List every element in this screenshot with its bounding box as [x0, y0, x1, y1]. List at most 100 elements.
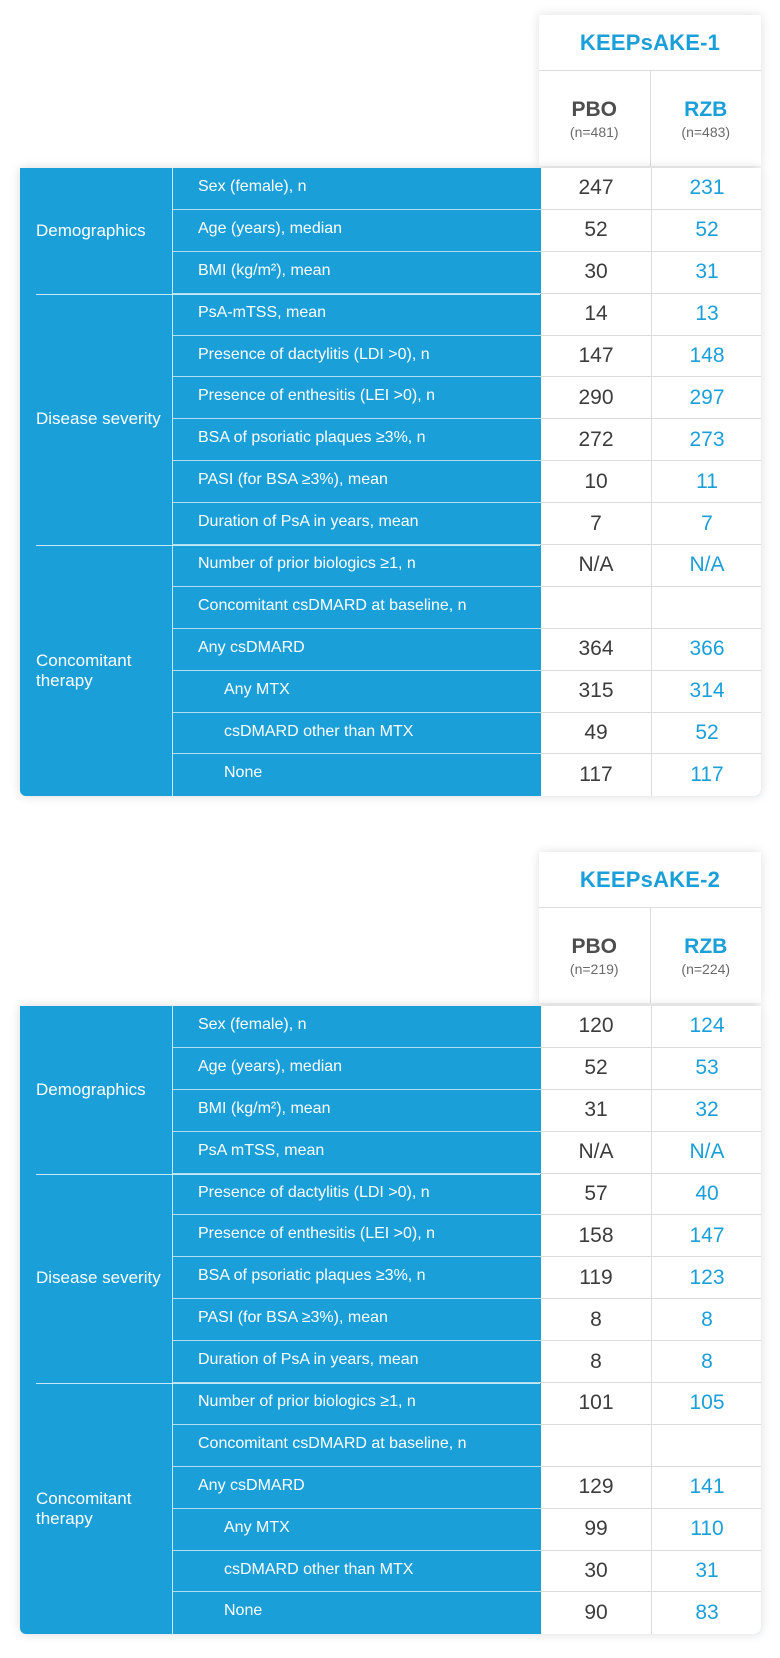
table-row: BMI (kg/m²), mean 30 31	[173, 251, 761, 294]
rzb-value: 366	[651, 628, 761, 671]
rzb-value: 148	[651, 335, 761, 378]
arm-name: RZB	[684, 97, 728, 121]
group-title: Concomitant therapy	[20, 545, 173, 797]
row-label: None	[224, 1602, 263, 1620]
pbo-value: 247	[541, 168, 651, 210]
row-label: PsA mTSS, mean	[173, 1132, 541, 1174]
group-title: Disease severity	[20, 1173, 173, 1384]
pbo-value: 8	[541, 1341, 651, 1384]
baseline-table-1: Demographics Sex (female), n 247 231 Age (ye…	[20, 168, 761, 797]
pbo-value: 158	[541, 1215, 651, 1258]
pbo-value: 52	[541, 1047, 651, 1090]
row-label: Duration of PsA in years, mean	[173, 1341, 541, 1384]
group-demographics: Demographics Sex (female), n 247 231 Age (ye…	[20, 168, 761, 294]
rzb-value: 117	[651, 754, 761, 797]
group-concomitant-therapy: Concomitant therapy Number of prior biolo…	[20, 1383, 761, 1635]
arm-pbo: PBO (n=219)	[539, 908, 650, 1003]
arm-sample-size: (n=224)	[681, 960, 731, 977]
table-row: BSA of psoriatic plaques ≥3%, n 272 273	[173, 419, 761, 462]
group-title: Disease severity	[20, 293, 173, 546]
group-rows: Sex (female), n 120 124 Age (years), median…	[173, 1006, 761, 1174]
study-title: KEEPsAKE-1	[539, 15, 761, 71]
table-row: csDMARD other than MTX 30 31	[173, 1550, 761, 1593]
arm-sample-size: (n=219)	[569, 960, 619, 977]
arm-name: PBO	[571, 934, 617, 958]
rzb-value: N/A	[651, 1131, 761, 1174]
group-rows: Number of prior biologics ≥1, n N/A N/A Con…	[173, 545, 761, 797]
table-row: Concomitant csDMARD at baseline, n	[173, 586, 761, 629]
rzb-value: 40	[651, 1173, 761, 1216]
pbo-value: 290	[541, 377, 651, 420]
rzb-value: 52	[651, 712, 761, 755]
rzb-value: 123	[651, 1257, 761, 1300]
table-row: BMI (kg/m²), mean 31 32	[173, 1089, 761, 1132]
pbo-value: 14	[541, 293, 651, 336]
pbo-value: 272	[541, 419, 651, 462]
rzb-value: 141	[651, 1466, 761, 1509]
pbo-value: 52	[541, 209, 651, 252]
treatment-arms: PBO (n=481) RZB (n=483)	[539, 71, 761, 166]
rzb-value: 53	[651, 1047, 761, 1090]
pbo-value: N/A	[541, 1131, 651, 1174]
group-concomitant-therapy: Concomitant therapy Number of prior biolo…	[20, 545, 761, 797]
pbo-value: 315	[541, 670, 651, 713]
row-label: Presence of dactylitis (LDI >0), n	[173, 1174, 541, 1216]
group-rows: Sex (female), n 247 231 Age (years), median…	[173, 168, 761, 294]
table-row: Age (years), median 52 52	[173, 209, 761, 252]
group-rows: PsA-mTSS, mean 14 13 Presence of dactylitis…	[173, 293, 761, 546]
row-label: PASI (for BSA ≥3%), mean	[173, 1299, 541, 1342]
group-demographics: Demographics Sex (female), n 120 124 Age (ye…	[20, 1006, 761, 1174]
row-label: Presence of enthesitis (LEI >0), n	[173, 377, 541, 420]
row-label: PsA-mTSS, mean	[173, 294, 541, 336]
pbo-value: 49	[541, 712, 651, 755]
table-row: BSA of psoriatic plaques ≥3%, n 119 123	[173, 1257, 761, 1300]
group-disease-severity: Disease severity PsA-mTSS, mean 14 13 Presen…	[20, 293, 761, 546]
table-row: Presence of enthesitis (LEI >0), n 158 147	[173, 1215, 761, 1258]
table-row: PsA-mTSS, mean 14 13	[173, 293, 761, 336]
rzb-value: 8	[651, 1299, 761, 1342]
group-title-text: Demographics	[36, 220, 146, 240]
rzb-value: 231	[651, 168, 761, 210]
row-label: Presence of enthesitis (LEI >0), n	[173, 1215, 541, 1258]
study-title: KEEPsAKE-2	[539, 852, 761, 908]
table-row: csDMARD other than MTX 49 52	[173, 712, 761, 755]
row-label: Presence of dactylitis (LDI >0), n	[173, 336, 541, 378]
pbo-value: 57	[541, 1173, 651, 1216]
group-title-text: Demographics	[36, 1079, 146, 1099]
rzb-value: 8	[651, 1341, 761, 1384]
pbo-value: 30	[541, 1550, 651, 1593]
row-label: Number of prior biologics ≥1, n	[173, 545, 541, 587]
pbo-value: 30	[541, 251, 651, 294]
pbo-value	[541, 1424, 651, 1467]
rzb-value: 110	[651, 1508, 761, 1551]
group-rows: Presence of dactylitis (LDI >0), n 57 40 Pr…	[173, 1173, 761, 1384]
row-label: Age (years), median	[173, 210, 541, 252]
row-label: Sex (female), n	[173, 1006, 541, 1048]
rzb-value: 105	[651, 1383, 761, 1425]
rzb-value: 147	[651, 1215, 761, 1258]
row-label: Concomitant csDMARD at baseline, n	[173, 587, 541, 629]
table-row: Sex (female), n 120 124	[173, 1006, 761, 1048]
row-label: BMI (kg/m²), mean	[173, 1090, 541, 1132]
table-row: Age (years), median 52 53	[173, 1047, 761, 1090]
pbo-value: 10	[541, 461, 651, 504]
table-row: Presence of enthesitis (LEI >0), n 290 297	[173, 377, 761, 420]
pbo-value: 120	[541, 1006, 651, 1048]
pbo-value: 119	[541, 1257, 651, 1300]
rzb-value: 52	[651, 209, 761, 252]
arm-sample-size: (n=483)	[681, 123, 731, 140]
row-label: Number of prior biologics ≥1, n	[173, 1383, 541, 1425]
rzb-value: 31	[651, 1550, 761, 1593]
table-row: PASI (for BSA ≥3%), mean 8 8	[173, 1299, 761, 1342]
rzb-value	[651, 1424, 761, 1467]
row-label: Any csDMARD	[173, 1467, 541, 1509]
pbo-value: 117	[541, 754, 651, 797]
table-row: Duration of PsA in years, mean 8 8	[173, 1341, 761, 1384]
pbo-value: 99	[541, 1508, 651, 1551]
arm-rzb: RZB (n=483)	[649, 71, 762, 166]
row-label: Age (years), median	[173, 1048, 541, 1090]
arm-pbo: PBO (n=481)	[539, 71, 650, 166]
rzb-value: 32	[651, 1089, 761, 1132]
group-title-text: Concomitant therapy	[36, 1488, 132, 1528]
group-title-text: Disease severity	[36, 409, 161, 429]
